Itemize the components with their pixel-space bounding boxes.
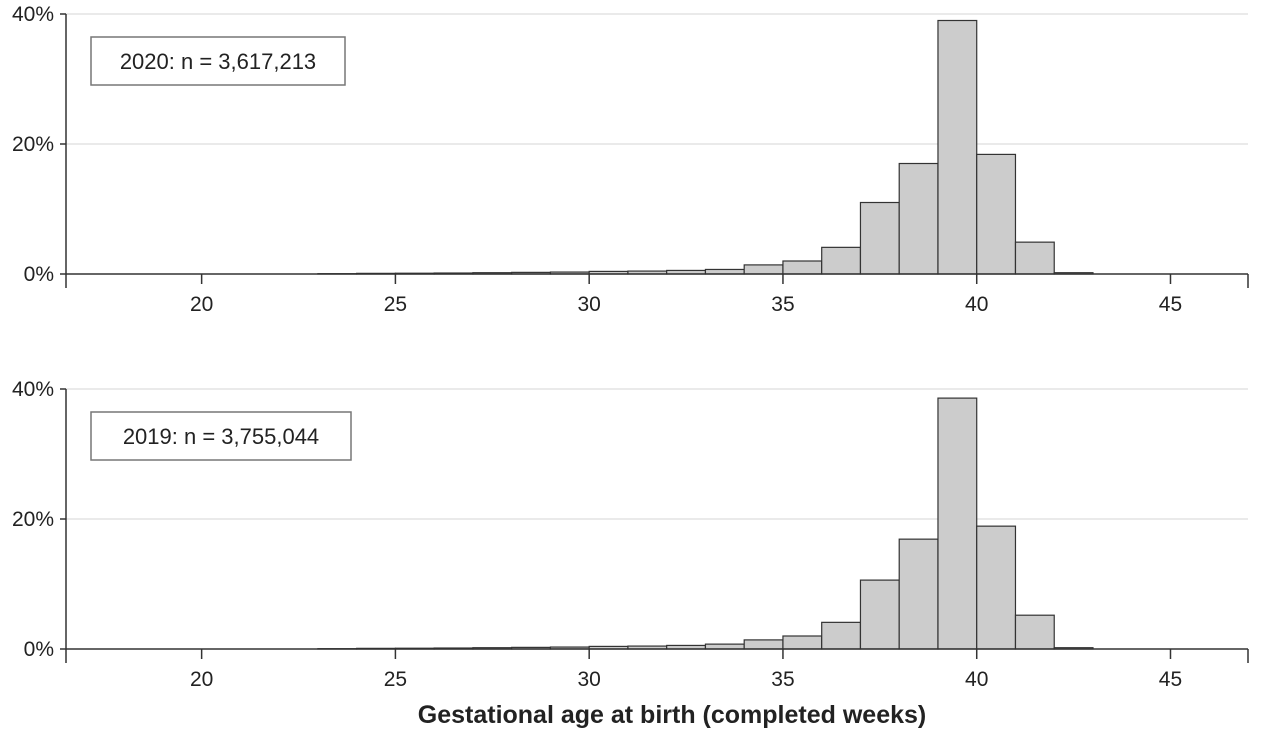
x-tick-label: 30 (578, 293, 601, 316)
x-tick-label: 30 (578, 668, 601, 691)
y-tick-label: 0% (24, 638, 54, 661)
x-tick-label: 20 (190, 668, 213, 691)
histogram-bar (859, 579, 900, 650)
histogram-bar (782, 635, 823, 650)
annotation-text: 2020: n = 3,617,213 (120, 49, 316, 74)
histogram-bar (743, 639, 784, 650)
x-tick-label: 20 (190, 293, 213, 316)
annotation-text: 2019: n = 3,755,044 (123, 424, 319, 449)
y-tick-label: 40% (12, 3, 54, 26)
histogram-bar (743, 264, 784, 275)
y-tick-label: 40% (12, 378, 54, 401)
x-tick-label: 45 (1159, 293, 1182, 316)
histogram-bar (782, 260, 823, 275)
x-axis-label: Gestational age at birth (completed week… (418, 701, 926, 729)
y-tick-label: 20% (12, 133, 54, 156)
x-tick-label: 25 (384, 668, 407, 691)
histogram-bar (1014, 614, 1055, 650)
x-tick-label: 35 (771, 293, 794, 316)
histogram-bar (976, 153, 1017, 275)
histogram-bar (821, 621, 862, 650)
x-tick-label: 40 (965, 293, 988, 316)
histogram-bar (898, 538, 939, 650)
annotation-box (90, 36, 346, 86)
histogram-bar (1014, 241, 1055, 275)
panel-2: 0% 20% 40% 20 25 30 35 40 45 2019: n = 3,755,044 (12, 378, 1249, 691)
annotation-box (90, 411, 352, 461)
y-tick-label: 0% (24, 263, 54, 286)
histogram-bar (859, 201, 900, 275)
x-tick-label: 25 (384, 293, 407, 316)
histogram-bar (937, 19, 978, 275)
histogram-bar (898, 162, 939, 275)
x-tick-label: 45 (1159, 668, 1182, 691)
histogram-bar (976, 525, 1017, 650)
x-tick-label: 40 (965, 668, 988, 691)
histogram-bar (821, 246, 862, 275)
y-tick-label: 20% (12, 508, 54, 531)
histogram-bar (937, 397, 978, 650)
panel-1: 0% 20% 40% 20 25 30 35 40 45 2020: n = 3,617,213 (12, 3, 1249, 316)
x-tick-label: 35 (771, 668, 794, 691)
